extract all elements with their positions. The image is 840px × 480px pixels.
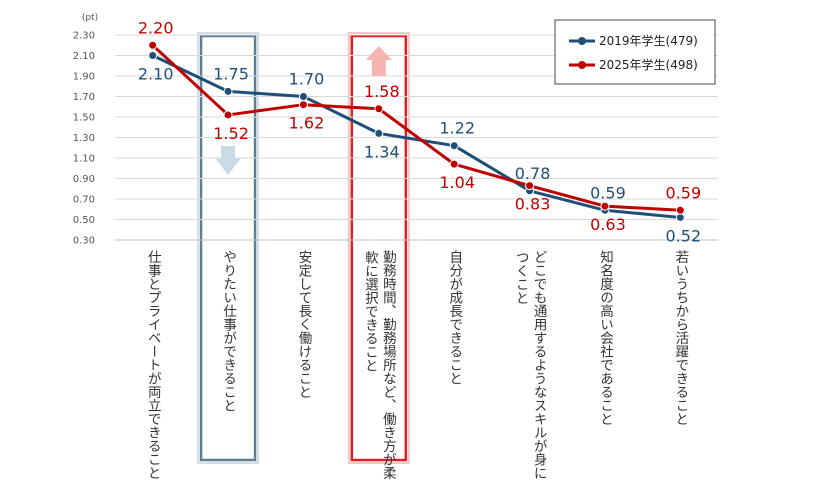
y-tick-label: 0.70 (73, 195, 95, 206)
category-label: 知名度の高い会社であること (597, 249, 614, 426)
data-label: 1.34 (364, 142, 400, 161)
y-tick-label: 2.30 (73, 31, 95, 42)
category-label: やりたい仕事ができること (220, 250, 237, 412)
data-point (223, 110, 233, 120)
data-point (298, 100, 308, 110)
data-label: 0.83 (515, 195, 551, 214)
data-label: 0.59 (590, 183, 626, 202)
y-tick-label: 0.30 (73, 236, 95, 247)
highlight-box-1 (350, 34, 408, 462)
category-label: 安定して長く働けること (295, 250, 312, 399)
data-label: 1.70 (289, 70, 325, 89)
highlight-box-glow-0 (197, 32, 260, 464)
legend-label: 2025年学生(498) (599, 57, 698, 72)
data-label: 2.10 (138, 65, 174, 84)
data-point (525, 181, 535, 191)
data-point (298, 92, 308, 101)
data-point (374, 128, 384, 138)
y-unit-label: (pt) (82, 13, 98, 23)
series-line-1 (151, 44, 681, 212)
data-point (374, 104, 384, 114)
highlight-box-glow-1 (347, 32, 410, 464)
legend-box (554, 19, 716, 85)
category-label: どこでも通用するようなスキルが身につくこと (513, 250, 548, 480)
data-label: 1.22 (439, 119, 475, 138)
data-label: 1.75 (213, 64, 249, 83)
y-tick-label: 1.10 (73, 154, 95, 165)
data-point (148, 40, 158, 50)
down-arrow-icon (215, 146, 242, 175)
data-label: 0.78 (515, 164, 551, 183)
y-tick-label: 1.90 (73, 72, 95, 83)
highlight-box-0 (199, 34, 257, 462)
data-label: 1.52 (213, 124, 249, 143)
y-tick-label: 1.70 (73, 92, 95, 103)
series-line-0 (152, 54, 681, 219)
y-tick-label: 1.50 (73, 113, 95, 124)
data-label: 0.63 (590, 215, 626, 234)
y-tick-label: 0.90 (73, 174, 95, 185)
legend-marker-0 (578, 37, 586, 45)
category-label: 勤務時間、勤務場所など、働き方が柔軟に選択できること (362, 250, 397, 480)
data-label: 0.59 (666, 183, 702, 202)
data-point (449, 159, 459, 169)
data-label: 1.62 (289, 114, 325, 133)
category-label: 自分が成長できること (446, 250, 463, 385)
data-point (148, 51, 158, 60)
data-point (675, 205, 685, 215)
data-point (223, 86, 233, 96)
legend-label: 2019年学生(479) (599, 33, 698, 48)
y-tick-label: 1.30 (73, 133, 95, 144)
category-label: 仕事とプライベートが両立できること (145, 250, 162, 480)
data-label: 2.20 (138, 18, 174, 37)
data-label: 1.04 (439, 173, 475, 192)
data-label: 1.58 (364, 82, 400, 101)
category-label: 若いうちから活躍できること (672, 250, 689, 426)
legend-marker-1 (578, 61, 586, 69)
data-point (449, 141, 459, 151)
up-arrow-icon (365, 46, 392, 76)
data-label: 0.52 (666, 226, 702, 245)
y-tick-label: 0.50 (73, 215, 95, 226)
y-tick-label: 2.10 (73, 51, 95, 62)
data-point (600, 201, 610, 211)
